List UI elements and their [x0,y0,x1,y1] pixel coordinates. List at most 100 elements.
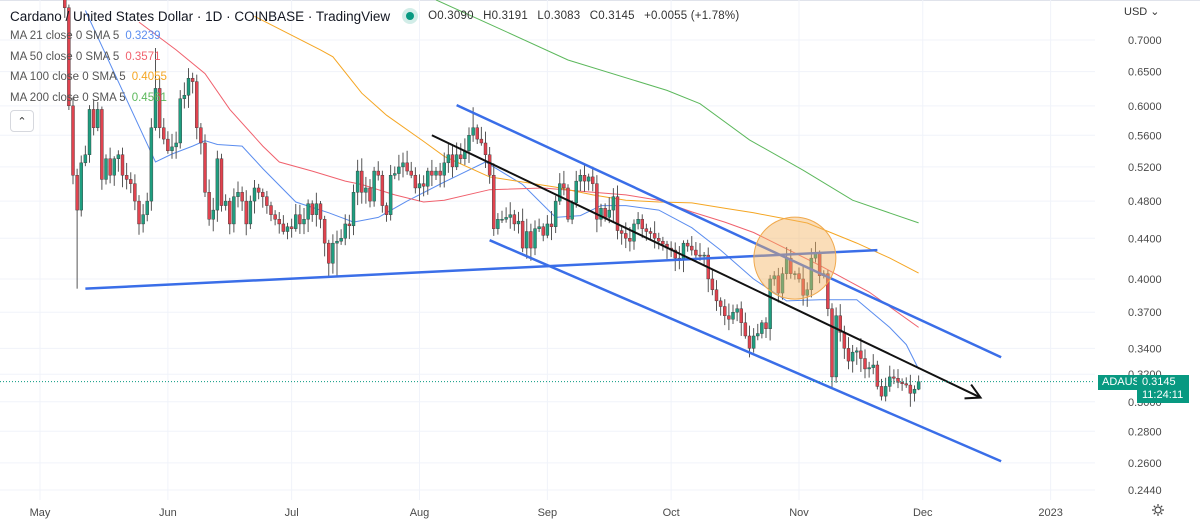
candle-body [751,335,756,349]
candle-body [277,219,281,225]
currency-selector[interactable]: USD ⌄ [1124,5,1160,18]
candle [723,299,727,326]
candle-body [871,364,875,368]
candle [871,354,875,375]
candle [529,223,533,261]
candle [652,221,657,249]
candle-body [170,146,174,152]
candle [706,247,710,293]
gear-icon[interactable] [1151,503,1165,517]
candle-body [153,88,158,128]
candle [624,222,628,249]
candle-body [768,278,772,329]
candle [207,179,211,226]
candle-body [508,214,512,218]
candle-body [595,183,599,220]
indicator-value: 0.4055 [131,71,167,83]
candle-body [409,170,413,176]
candle [145,192,149,222]
candle-body [772,275,776,280]
time-tick-label: Jul [285,507,299,519]
candle [372,166,376,207]
highlight-circle[interactable] [753,216,837,300]
time-tick-label: Nov [789,507,809,519]
candle [797,267,801,283]
time-tick-label: Dec [913,507,933,519]
candle-body [545,223,550,236]
candle-body [863,358,867,370]
candle-body [607,209,611,218]
candle [743,312,748,339]
candle [508,202,512,229]
candle [355,159,360,206]
candle-body [591,176,595,184]
candle [244,190,248,236]
candle [496,213,500,235]
drawings[interactable] [85,103,1002,463]
candle-body [413,175,418,189]
candle-body [124,175,129,180]
candle-body [182,95,187,99]
candle [607,197,611,224]
trendline[interactable] [489,239,1002,463]
trendline[interactable] [456,103,1002,359]
candle-body [830,308,834,378]
last-price-value: 0.3145 [1142,376,1176,388]
candle-body [426,170,430,187]
candle [347,214,352,240]
candle-body [219,158,224,206]
candle-body [397,166,401,174]
candle-body [199,127,203,144]
candle-body [388,175,393,215]
candle-body [450,154,455,168]
candle [104,154,108,185]
candle-body [879,386,884,397]
candle [512,209,517,231]
candles [63,0,921,407]
candle-body [805,289,809,296]
indicator-legend-item[interactable]: MA 200 close 0 SMA 5 0.4561 [10,88,745,109]
candle-body [479,138,484,144]
indicator-legend-item[interactable]: MA 50 close 0 SMA 5 0.3571 [10,47,745,68]
candle [446,144,451,173]
candle [636,212,640,230]
chevron-down-icon: ⌄ [1150,6,1160,18]
candle [578,169,583,192]
indicator-legend-item[interactable]: MA 100 close 0 SMA 5 0.4055 [10,67,745,88]
candle [751,328,756,353]
chevron-up-icon: ⌃ [17,115,27,128]
candle-body [867,367,871,370]
candle-body [850,351,855,362]
candle [269,201,273,222]
time-tick-label: Aug [410,507,430,519]
candle [875,360,880,390]
candle-body [265,196,269,206]
candle [434,166,438,180]
indicator-legend-item[interactable]: MA 21 close 0 SMA 5 0.3239 [10,26,745,47]
candle-body [269,205,273,215]
candle [277,212,281,234]
candle [475,124,479,144]
candle [459,143,463,164]
candle [248,195,253,230]
candle [327,239,331,277]
arrow-head-icon [964,383,983,400]
candle [116,150,121,172]
collapse-legend-button[interactable]: ⌃ [10,110,34,132]
candle [735,304,739,322]
candle-body [789,257,793,274]
time-tick-label: Sep [538,507,558,519]
candle [426,167,430,195]
candle-body [446,154,451,164]
candle-body [459,154,463,159]
price-axis[interactable]: 0.7000 0.6500 0.6000 0.5600 0.5200 0.4800 0.44… [1128,35,1162,497]
trendline[interactable] [85,248,878,290]
trend-arrow[interactable] [431,134,981,399]
time-axis[interactable]: May Jun Jul Aug Sep Oct Nov Dec 2023 [30,507,1063,519]
candle-body [731,312,735,320]
candle [75,168,79,289]
candle-body [360,170,364,193]
candle [628,227,632,252]
time-tick-label: Oct [663,507,680,519]
